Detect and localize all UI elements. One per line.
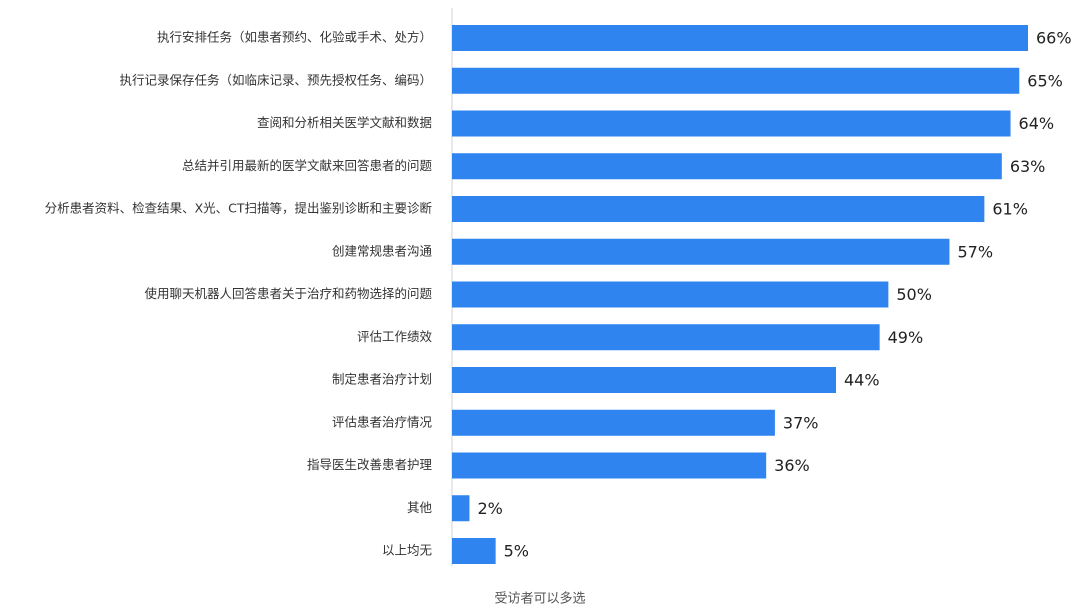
bar — [452, 196, 985, 222]
value-label: 49% — [888, 328, 924, 347]
bar — [452, 324, 880, 351]
category-label: 创建常规患者沟通 — [332, 243, 433, 258]
bar — [452, 110, 1011, 137]
value-label: 65% — [1027, 71, 1063, 90]
category-label: 评估患者治疗情况 — [332, 414, 433, 429]
value-label: 66% — [1036, 29, 1072, 48]
value-label: 5% — [504, 542, 529, 561]
value-label: 64% — [1019, 114, 1055, 133]
value-label: 37% — [783, 413, 819, 432]
category-label: 以上均无 — [382, 543, 432, 558]
bar — [452, 153, 1002, 180]
bar — [452, 67, 1020, 94]
bar — [452, 281, 889, 308]
bar — [452, 25, 1028, 51]
value-label: 2% — [477, 499, 502, 518]
category-label: 评估工作绩效 — [357, 329, 433, 344]
bar — [452, 238, 950, 265]
value-label: 36% — [774, 456, 810, 475]
bar — [452, 495, 470, 522]
bar — [452, 538, 496, 564]
category-label: 使用聊天机器人回答患者关于治疗和药物选择的问题 — [144, 286, 432, 301]
category-label: 制定患者治疗计划 — [332, 372, 432, 387]
bar — [452, 367, 836, 393]
value-label: 63% — [1010, 157, 1046, 176]
category-label: 分析患者资料、检查结果、X光、CT扫描等，提出鉴别诊断和主要诊断 — [45, 201, 432, 216]
category-label: 查阅和分析相关医学文献和数据 — [257, 115, 432, 130]
value-label: 57% — [957, 242, 993, 261]
bar — [452, 409, 775, 436]
category-label: 总结并引用最新的医学文献来回答患者的问题 — [182, 158, 433, 173]
bar — [452, 452, 767, 479]
footnote: 受访者可以多选 — [494, 591, 585, 607]
category-label: 其他 — [407, 500, 433, 515]
value-label: 44% — [844, 371, 880, 390]
category-label: 执行记录保存任务（如临床记录、预先授权任务、编码） — [119, 72, 432, 87]
value-label: 61% — [992, 200, 1028, 219]
value-label: 50% — [896, 285, 932, 304]
category-label: 执行安排任务（如患者预约、化验或手术、处方） — [157, 30, 432, 45]
category-label: 指导医生改善患者护理 — [307, 457, 433, 472]
